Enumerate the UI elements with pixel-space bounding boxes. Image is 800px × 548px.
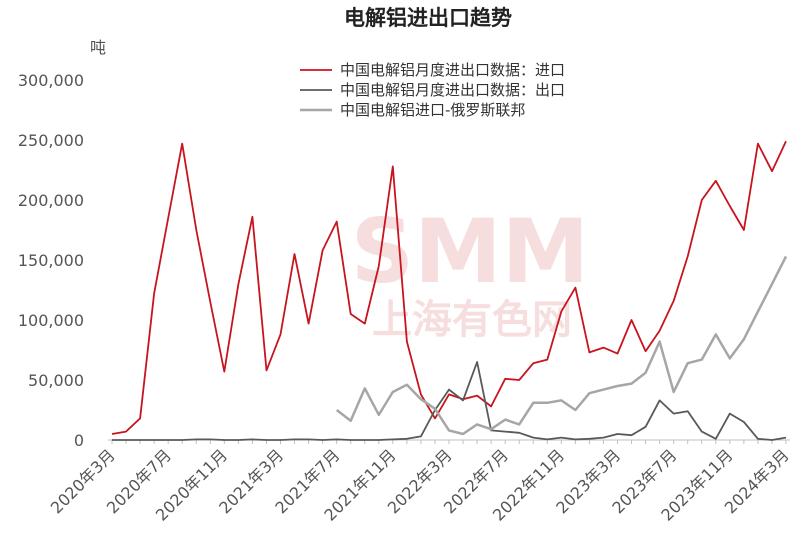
series-lines xyxy=(111,140,788,441)
y-tick-label: 150,000 xyxy=(18,251,84,270)
legend-label-1: 中国电解铝月度进出口数据：出口 xyxy=(340,81,565,99)
y-axis-unit-label: 吨 xyxy=(90,38,106,57)
watermark-text: 上海有色网 xyxy=(372,297,572,343)
legend: 中国电解铝月度进出口数据：进口中国电解铝月度进出口数据：出口中国电解铝进口-俄罗… xyxy=(300,61,565,119)
series-line-1 xyxy=(112,361,787,441)
y-tick-label: 200,000 xyxy=(18,191,84,210)
legend-label-2: 中国电解铝进口-俄罗斯联邦 xyxy=(340,101,525,119)
series-line-2 xyxy=(335,255,788,436)
series-line-0 xyxy=(111,140,787,435)
chart-title: 电解铝进出口趋势 xyxy=(344,6,512,30)
x-axis: 2020年3月2020年7月2020年11月2021年3月2021年7月2021… xyxy=(47,440,793,525)
y-tick-label: 50,000 xyxy=(28,371,84,390)
y-tick-label: 250,000 xyxy=(18,131,84,150)
watermark-logo: SMM xyxy=(351,200,590,303)
y-tick-label: 300,000 xyxy=(18,71,84,90)
legend-label-0: 中国电解铝月度进出口数据：进口 xyxy=(340,61,565,79)
y-tick-label: 100,000 xyxy=(18,311,84,330)
watermark: SMM 上海有色网 xyxy=(351,200,590,343)
y-tick-label: 0 xyxy=(74,431,84,450)
y-axis: 300,000 250,000 200,000 150,000 100,000 50,00… xyxy=(18,71,84,450)
